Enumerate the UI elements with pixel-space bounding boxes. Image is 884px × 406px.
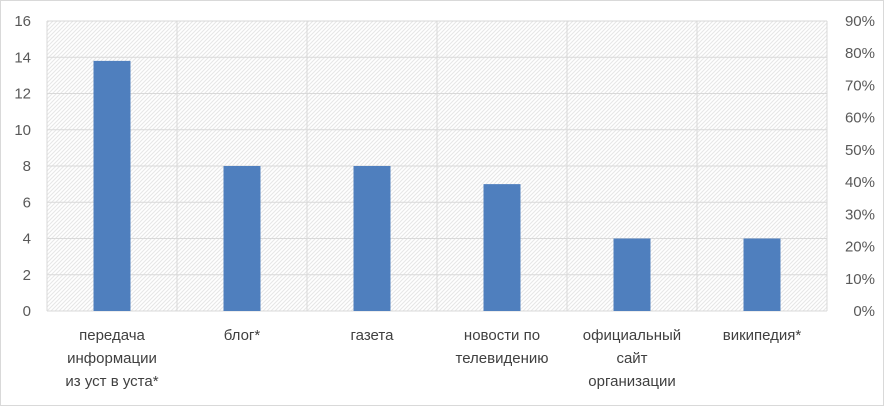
category-label-line: организации: [588, 373, 675, 390]
category-label: блог*: [224, 327, 261, 344]
bar: [353, 166, 391, 311]
y-axis-left: 0 2 4 6 8 10 12 14 16: [14, 13, 31, 320]
y-tick-label: 16: [14, 13, 31, 30]
bar: [743, 238, 781, 311]
category-label-line: из уст в уста*: [65, 373, 158, 390]
category-label: газета: [351, 327, 395, 344]
x-axis-categories: передача информации из уст в уста* блог* газ…: [65, 327, 801, 390]
category-label: передача информации из уст в уста*: [65, 327, 158, 390]
gridlines: [46, 20, 828, 312]
category-label-line: сайт: [616, 350, 647, 367]
y2-tick-label: 20%: [845, 239, 875, 256]
y-tick-label: 0: [23, 303, 31, 320]
category-label-line: википедия*: [723, 327, 802, 344]
y-axis-right: 0% 10% 20% 30% 40% 50% 60% 70% 80% 90%: [845, 13, 875, 320]
category-label-line: телевидению: [456, 350, 549, 367]
category-label: википедия*: [723, 327, 802, 344]
y2-tick-label: 70%: [845, 77, 875, 94]
category-label-line: передача: [79, 327, 145, 344]
y-tick-label: 10: [14, 122, 31, 139]
bar: [223, 166, 261, 311]
bar: [93, 60, 131, 311]
y2-tick-label: 80%: [845, 45, 875, 62]
y2-tick-label: 30%: [845, 206, 875, 223]
y-tick-label: 4: [23, 231, 31, 248]
category-label-line: информации: [67, 350, 157, 367]
y2-tick-label: 10%: [845, 271, 875, 288]
bar: [613, 238, 651, 311]
bars: [93, 60, 781, 311]
category-label-line: новости по: [464, 327, 540, 344]
y2-tick-label: 90%: [845, 13, 875, 30]
y-tick-label: 6: [23, 194, 31, 211]
y-tick-label: 12: [14, 86, 31, 103]
y2-tick-label: 60%: [845, 110, 875, 127]
category-label-line: газета: [351, 327, 395, 344]
y2-tick-label: 0%: [853, 303, 875, 320]
y2-tick-label: 50%: [845, 142, 875, 159]
category-label: новости по телевидению: [456, 327, 549, 367]
bar: [483, 184, 521, 311]
y-tick-label: 14: [14, 49, 31, 66]
category-label: официальный сайт организации: [583, 327, 681, 390]
y-tick-label: 2: [23, 267, 31, 284]
y-tick-label: 8: [23, 158, 31, 175]
y2-tick-label: 40%: [845, 174, 875, 191]
category-label-line: официальный: [583, 327, 681, 344]
category-label-line: блог*: [224, 327, 261, 344]
